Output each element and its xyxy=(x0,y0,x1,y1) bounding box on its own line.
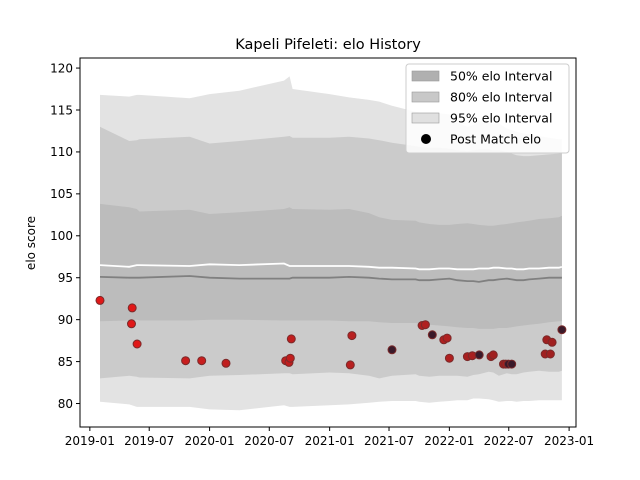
legend-swatch xyxy=(411,112,440,124)
post-match-point xyxy=(444,353,454,363)
post-match-point xyxy=(286,334,296,344)
x-tick-label: 2020-01 xyxy=(185,434,235,448)
x-tick-label: 2019-07 xyxy=(124,434,174,448)
legend-swatch xyxy=(411,70,440,82)
x-tick-label: 2023-01 xyxy=(544,434,594,448)
x-tick-label: 2020-07 xyxy=(244,434,294,448)
legend: 50% elo Interval 80% elo Interval 95% elo … xyxy=(405,63,570,154)
y-tick-label: 90 xyxy=(58,313,73,327)
post-match-point xyxy=(442,333,452,343)
post-match-point xyxy=(345,360,355,370)
x-tick-label: 2021-07 xyxy=(364,434,414,448)
post-match-point xyxy=(95,295,105,305)
x-tick-label: 2022-07 xyxy=(484,434,534,448)
match-points xyxy=(95,295,567,370)
post-match-point xyxy=(221,358,231,368)
post-match-point xyxy=(181,356,191,366)
y-tick-label: 100 xyxy=(50,229,73,243)
y-tick-label: 110 xyxy=(50,145,73,159)
post-match-point xyxy=(132,339,142,349)
y-tick-label: 120 xyxy=(50,61,73,75)
legend-label: 50% elo Interval xyxy=(450,69,552,84)
legend-swatch xyxy=(411,91,440,103)
post-match-point xyxy=(507,359,517,369)
median-elo-line xyxy=(99,275,562,283)
y-tick-label: 95 xyxy=(58,271,73,285)
x-tick-label: 2022-01 xyxy=(424,434,474,448)
post-match-point xyxy=(547,337,557,347)
plot-area xyxy=(95,76,567,411)
legend-label: 80% elo Interval xyxy=(450,90,552,105)
plot-frame xyxy=(79,57,577,428)
y-tick-label: 85 xyxy=(58,355,73,369)
post-match-point xyxy=(557,325,567,335)
legend-box xyxy=(405,63,570,154)
post-match-point xyxy=(127,303,137,313)
post-match-point xyxy=(285,353,295,363)
x-tick-label: 2021-01 xyxy=(305,434,355,448)
legend-label: 95% elo Interval xyxy=(450,111,552,126)
y-tick-label: 80 xyxy=(58,397,73,411)
x-axis: 2019-01 2019-07 2020-01 2020-07 2021-01 2021-… xyxy=(65,427,594,448)
chart-title: Kapeli Pifeleti: elo History xyxy=(235,37,421,53)
legend-marker xyxy=(421,134,431,144)
post-match-point xyxy=(474,350,484,360)
y-tick-label: 115 xyxy=(50,103,73,117)
post-match-point xyxy=(545,349,555,359)
post-match-point xyxy=(427,330,437,340)
y-axis-label: elo score xyxy=(24,216,38,270)
legend-label: Post Match elo xyxy=(450,132,541,147)
post-match-point xyxy=(420,320,430,330)
post-match-point xyxy=(127,319,136,329)
trend-lines xyxy=(99,262,563,283)
post-match-point xyxy=(488,350,498,360)
x-tick-label: 2019-01 xyxy=(65,434,115,448)
interval-bands xyxy=(100,76,562,411)
post-match-point xyxy=(347,331,357,341)
mean-elo-line xyxy=(99,262,563,271)
y-axis: 80 85 90 95 100 105 110 115 120 xyxy=(50,61,80,411)
y-tick-label: 105 xyxy=(50,187,73,201)
post-match-point xyxy=(197,356,207,366)
post-match-point xyxy=(387,345,397,355)
